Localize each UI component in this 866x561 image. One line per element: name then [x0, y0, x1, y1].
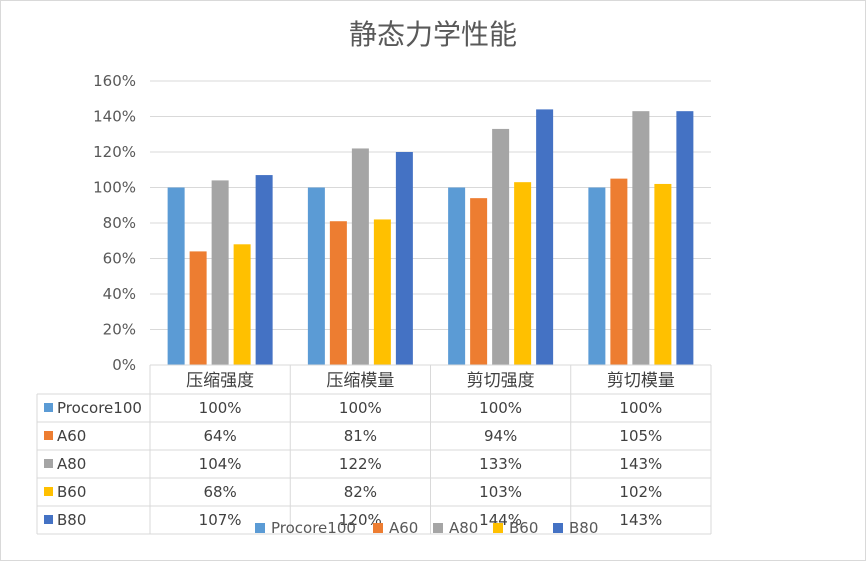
y-tick-label: 140%	[93, 108, 136, 126]
legend: Procore100 A60 A80 B60 B80	[255, 519, 598, 537]
row-label: B60	[57, 483, 86, 501]
table-cell: 105%	[619, 427, 662, 445]
table-cell: 94%	[484, 427, 517, 445]
bar-b80-2	[395, 152, 413, 365]
table-cell: 102%	[619, 483, 662, 501]
bar-b80-1	[255, 175, 273, 365]
y-tick-label: 160%	[93, 72, 136, 90]
table-cell: 100%	[479, 399, 522, 417]
row-legend-key	[44, 431, 53, 440]
table-cell: 143%	[619, 455, 662, 473]
legend-label-a60: A60	[389, 519, 418, 537]
bar-b60-1	[233, 244, 251, 365]
table-cell: 104%	[199, 455, 242, 473]
table-cell: 107%	[199, 511, 242, 529]
bar-procore100-3	[448, 187, 466, 365]
bar-b60-3	[514, 182, 532, 365]
row-legend-key	[44, 459, 53, 468]
y-tick-label: 40%	[103, 285, 136, 303]
legend-key-a80	[433, 523, 443, 533]
y-tick-label: 100%	[93, 179, 136, 197]
table-cell: 144%	[479, 511, 522, 529]
bar-b80-4	[676, 111, 694, 365]
table-cell: 64%	[203, 427, 236, 445]
bar-a80-2	[351, 148, 369, 365]
row-label: Procore100	[57, 399, 142, 417]
y-tick-label: 20%	[103, 321, 136, 339]
table-cell: 68%	[203, 483, 236, 501]
bar-a60-3	[470, 198, 488, 365]
bars	[167, 109, 694, 366]
legend-key-a60	[373, 523, 383, 533]
chart-title: 静态力学性能	[349, 18, 517, 51]
row-label: B80	[57, 511, 86, 529]
category-label: 剪切强度	[467, 371, 535, 391]
bar-b60-4	[654, 183, 672, 365]
bar-procore100-1	[167, 187, 185, 365]
table-cell: 103%	[479, 483, 522, 501]
y-tick-label: 0%	[112, 356, 136, 374]
table-cell: 100%	[339, 399, 382, 417]
table-cell: 122%	[339, 455, 382, 473]
legend-label-b80: B80	[569, 519, 598, 537]
table-cell: 100%	[619, 399, 662, 417]
y-tick-label: 80%	[103, 214, 136, 232]
row-label: A80	[57, 455, 86, 473]
y-axis: 0% 20% 40% 60% 80% 100% 120% 140% 160%	[93, 72, 136, 374]
bar-b80-3	[536, 109, 554, 366]
bar-a60-4	[610, 178, 628, 365]
legend-label-b60: B60	[509, 519, 538, 537]
bar-procore100-4	[588, 187, 606, 365]
row-legend-key	[44, 487, 53, 496]
y-tick-label: 120%	[93, 143, 136, 161]
category-label: 剪切模量	[607, 371, 675, 391]
category-label: 压缩模量	[326, 371, 394, 391]
legend-key-procore100	[255, 523, 265, 533]
bar-procore100-2	[307, 187, 325, 365]
row-legend-key	[44, 515, 53, 524]
legend-key-b80	[553, 523, 563, 533]
table-cell: 143%	[619, 511, 662, 529]
data-table: 压缩强度 压缩模量 剪切强度 剪切模量 Procore100 100% 100% 100% 10…	[36, 364, 712, 535]
table-cell: 100%	[199, 399, 242, 417]
table-cell: 120%	[339, 511, 382, 529]
bar-a80-4	[632, 111, 650, 365]
table-cell: 133%	[479, 455, 522, 473]
legend-key-b60	[493, 523, 503, 533]
y-tick-label: 60%	[103, 250, 136, 268]
bar-a60-1	[189, 251, 207, 365]
row-label: A60	[57, 427, 86, 445]
legend-label-a80: A80	[449, 519, 478, 537]
bar-a80-1	[211, 180, 229, 365]
legend-label-procore100: Procore100	[271, 519, 356, 537]
table-cell: 81%	[344, 427, 377, 445]
table-cell: 82%	[344, 483, 377, 501]
row-legend-key	[44, 403, 53, 412]
category-label: 压缩强度	[186, 371, 254, 391]
bar-a60-2	[329, 221, 347, 365]
bar-a80-3	[492, 128, 510, 365]
bar-b60-2	[373, 219, 391, 365]
